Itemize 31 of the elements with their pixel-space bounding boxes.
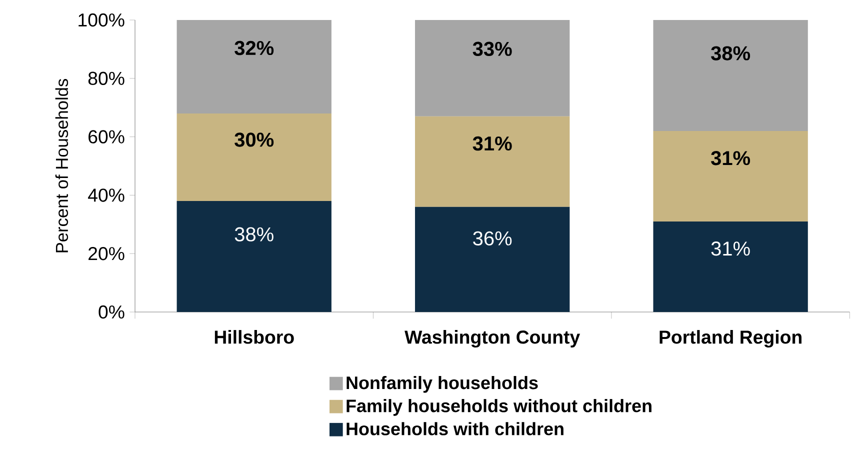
legend-label: Nonfamily households	[346, 376, 538, 393]
y-tick-label: 40%	[88, 188, 124, 202]
legend-label: Households with children	[346, 422, 564, 436]
data-label: 38%	[234, 227, 274, 242]
data-label: 38%	[711, 46, 750, 60]
legend-label: Family households without children	[346, 399, 652, 416]
data-label: 30%	[234, 132, 274, 147]
x-tick-label: Hillsboro	[214, 330, 294, 344]
bar	[653, 221, 808, 312]
bar	[653, 20, 808, 131]
bar	[176, 20, 332, 114]
bar	[176, 113, 332, 202]
y-tick-label: 80%	[88, 72, 124, 86]
bar	[415, 20, 570, 116]
data-label: 36%	[473, 231, 512, 246]
y-tick-label: 100%	[78, 13, 124, 27]
y-axis-title: Percent of Households	[55, 78, 68, 252]
x-tick-label: Portland Region	[660, 330, 802, 348]
y-tick-label: 0%	[98, 305, 124, 319]
bar	[176, 201, 332, 312]
data-label: 31%	[472, 136, 512, 151]
data-label: 31%	[711, 242, 750, 256]
y-tick-label: 20%	[88, 246, 124, 260]
bar	[653, 130, 808, 222]
data-label: 32%	[234, 40, 274, 56]
data-label: 31%	[711, 151, 750, 166]
bar	[415, 206, 570, 312]
bar	[415, 116, 570, 207]
data-label: 33%	[472, 42, 512, 56]
x-tick-label: Washington County	[404, 330, 580, 348]
y-tick-label: 60%	[88, 130, 124, 144]
